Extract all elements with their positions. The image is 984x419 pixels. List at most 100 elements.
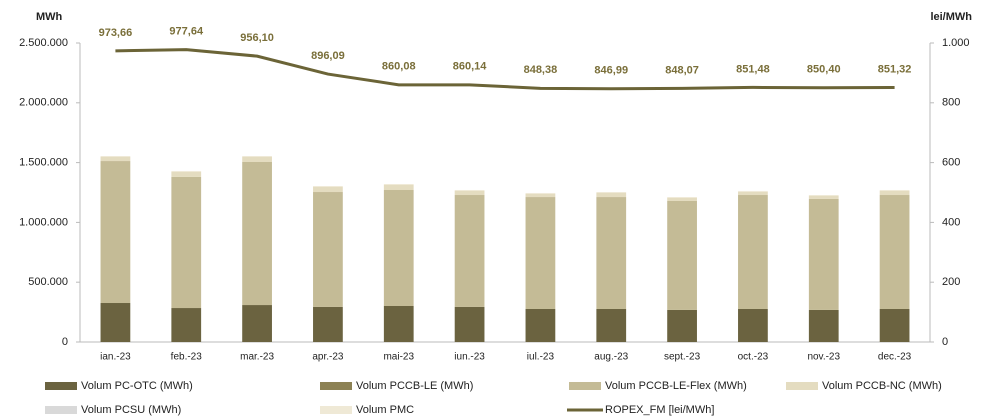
x-tick-label: sept.-23 <box>664 352 701 363</box>
bar-segment <box>596 192 627 193</box>
legend-label: Volum PCCB-LE-Flex (MWh) <box>605 380 747 392</box>
bar-segment <box>100 303 131 342</box>
bar-segment <box>738 191 768 196</box>
data-label: 956,10 <box>240 32 274 44</box>
y-tick-label: 2.000.000 <box>19 97 68 109</box>
data-label: 848,38 <box>524 64 558 76</box>
bar-segment <box>383 184 414 185</box>
data-label: 851,48 <box>736 63 770 75</box>
y2-tick-label: 1.000 <box>942 37 970 49</box>
data-label: 973,66 <box>99 27 133 39</box>
y2-tick-label: 0 <box>942 336 948 348</box>
y2-tick-label: 200 <box>942 276 960 288</box>
y-tick-label: 1.500.000 <box>19 157 68 169</box>
bar-segment <box>383 306 414 342</box>
legend-swatch <box>45 406 77 414</box>
x-tick-label: mar.-23 <box>240 352 274 363</box>
bar-segment <box>454 195 485 307</box>
bar-segment <box>100 156 131 157</box>
bar-segment <box>879 189 910 191</box>
x-tick-label: feb.-23 <box>171 352 203 363</box>
data-label: 850,40 <box>807 64 841 76</box>
bar-segment <box>313 192 343 307</box>
bar-segment <box>454 306 485 342</box>
bar-segment <box>596 192 627 198</box>
bar-segment <box>525 308 556 342</box>
legend-swatch <box>320 406 352 414</box>
bar-segment <box>738 190 768 192</box>
bar-segment <box>808 195 839 196</box>
x-tick-label: ian.-23 <box>100 352 131 363</box>
x-tick-label: iul.-23 <box>527 352 555 363</box>
x-tick-label: oct.-23 <box>738 352 769 363</box>
legend-label: ROPEX_FM [lei/MWh] <box>605 404 714 416</box>
data-label: 977,64 <box>169 26 204 38</box>
bar-segment <box>313 186 343 187</box>
x-tick-label: dec.-23 <box>878 352 912 363</box>
data-label: 860,14 <box>453 61 488 73</box>
bar-segment <box>383 184 414 190</box>
data-label: 846,99 <box>594 65 628 77</box>
bar-segment <box>242 156 272 163</box>
legend-label: Volum PCCB-LE (MWh) <box>356 380 473 392</box>
y2-tick-label: 800 <box>942 97 960 109</box>
bar-segment <box>879 190 910 196</box>
legend-label: Volum PMC <box>356 404 414 416</box>
bar-segment <box>879 195 910 309</box>
y-tick-label: 0 <box>62 336 68 348</box>
line <box>115 48 895 91</box>
bar-segment <box>100 156 131 162</box>
bar-segment <box>171 176 202 309</box>
bar-segment <box>525 192 556 194</box>
data-label: 860,08 <box>382 61 416 73</box>
y2-tick-label: 400 <box>942 216 960 228</box>
bar-segment <box>879 308 910 342</box>
bar-segment <box>242 162 272 306</box>
legend-label: Volum PCCB-NC (MWh) <box>822 380 942 392</box>
y-tick-label: 1.000.000 <box>19 216 68 228</box>
x-tick-label: aug.-23 <box>594 352 628 363</box>
y-tick-label: 500.000 <box>28 276 68 288</box>
bar-segment <box>667 200 697 310</box>
data-label: 851,32 <box>878 63 912 75</box>
x-tick-label: mai-23 <box>383 352 414 363</box>
legend-swatch <box>45 382 77 390</box>
bar-segment <box>313 306 343 342</box>
bar-segment <box>667 197 697 199</box>
bar-segment <box>100 161 131 304</box>
bar-segment <box>383 189 414 307</box>
legend-swatch <box>320 382 352 390</box>
bar-segment <box>525 197 556 309</box>
x-tick-label: iun.-23 <box>454 352 485 363</box>
y-axis-title: MWh <box>36 11 63 23</box>
data-label: 848,07 <box>665 64 699 76</box>
bar-segment <box>738 195 768 309</box>
bar-segment <box>454 190 485 196</box>
bar-segment <box>808 309 839 342</box>
bar-segment <box>242 305 272 342</box>
bar-segment <box>808 195 839 199</box>
bar-segment <box>667 198 697 201</box>
bar-segment <box>808 198 839 310</box>
y2-tick-label: 600 <box>942 157 960 169</box>
x-tick-label: apr.-23 <box>312 352 344 363</box>
bar-segment <box>738 308 768 342</box>
legend-label: Volum PC-OTC (MWh) <box>81 380 193 392</box>
bar-segment <box>313 186 343 193</box>
bar-segment <box>525 193 556 198</box>
data-label: 896,09 <box>311 50 345 62</box>
bar-segment <box>667 309 697 342</box>
bar-segment <box>171 308 202 342</box>
legend-swatch <box>786 382 818 390</box>
legend-label: Volum PCSU (MWh) <box>81 404 181 416</box>
bar-segment <box>596 308 627 342</box>
bar-segment <box>242 156 272 157</box>
x-tick-label: nov.-23 <box>807 352 840 363</box>
legend-swatch <box>569 382 601 390</box>
bar-segment <box>596 197 627 309</box>
bar-segment <box>171 170 202 172</box>
bar-segment <box>171 171 202 177</box>
bar-segment <box>454 189 485 191</box>
y2-axis-title: lei/MWh <box>930 11 972 23</box>
